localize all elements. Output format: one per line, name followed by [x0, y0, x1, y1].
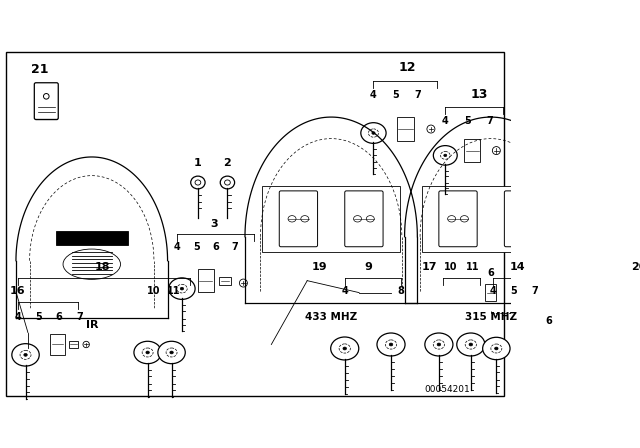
Ellipse shape: [63, 249, 120, 280]
Bar: [220, 277, 230, 284]
Text: 6: 6: [56, 311, 63, 322]
Text: 7: 7: [531, 286, 538, 296]
Ellipse shape: [460, 215, 468, 222]
Ellipse shape: [492, 146, 500, 155]
Text: 3: 3: [210, 219, 218, 229]
Ellipse shape: [541, 339, 547, 345]
FancyBboxPatch shape: [439, 191, 477, 247]
Bar: [35, 84, 58, 119]
Bar: [465, 139, 481, 162]
Ellipse shape: [377, 333, 405, 356]
Text: 19: 19: [312, 262, 327, 272]
Bar: [422, 186, 560, 252]
Text: 4: 4: [490, 286, 497, 296]
Ellipse shape: [469, 343, 472, 346]
Bar: [262, 186, 400, 252]
Text: 7: 7: [486, 116, 493, 126]
Text: 12: 12: [398, 61, 416, 74]
Text: 10: 10: [147, 286, 160, 296]
Text: 13: 13: [470, 88, 488, 101]
Text: 5: 5: [35, 311, 42, 322]
Bar: [517, 329, 533, 352]
Text: 16: 16: [10, 286, 26, 296]
Text: 5: 5: [193, 242, 200, 252]
Ellipse shape: [169, 278, 195, 299]
Text: 4: 4: [14, 311, 21, 322]
Ellipse shape: [220, 176, 235, 189]
Ellipse shape: [83, 341, 90, 348]
Text: 5: 5: [392, 90, 399, 100]
Ellipse shape: [372, 132, 375, 134]
Text: 6: 6: [212, 242, 219, 252]
Ellipse shape: [288, 215, 296, 222]
Ellipse shape: [301, 215, 308, 222]
Text: 7: 7: [415, 90, 422, 100]
Ellipse shape: [437, 343, 441, 346]
Text: 11: 11: [466, 262, 479, 272]
Bar: [56, 231, 127, 245]
Ellipse shape: [447, 215, 456, 222]
Bar: [68, 340, 78, 349]
Ellipse shape: [158, 341, 185, 364]
Bar: [485, 284, 497, 302]
Ellipse shape: [427, 125, 435, 133]
Text: 17: 17: [422, 262, 437, 272]
Ellipse shape: [191, 176, 205, 189]
Text: 00054201: 00054201: [424, 385, 470, 395]
Text: 4: 4: [370, 90, 377, 100]
FancyBboxPatch shape: [35, 83, 58, 120]
Bar: [397, 117, 414, 141]
Text: 10: 10: [444, 262, 458, 272]
Text: 1: 1: [194, 158, 202, 168]
Text: 18: 18: [94, 262, 110, 272]
Text: 20: 20: [630, 262, 640, 272]
Ellipse shape: [513, 215, 521, 222]
Ellipse shape: [12, 344, 39, 366]
Ellipse shape: [366, 215, 374, 222]
Ellipse shape: [353, 215, 362, 222]
Text: 6: 6: [488, 267, 494, 278]
Text: 11: 11: [167, 286, 180, 296]
Text: 4: 4: [341, 286, 348, 296]
Ellipse shape: [343, 347, 346, 350]
Ellipse shape: [361, 123, 386, 143]
Ellipse shape: [180, 287, 184, 290]
Text: 7: 7: [76, 311, 83, 322]
Text: 6: 6: [546, 315, 552, 326]
Ellipse shape: [24, 353, 28, 356]
Ellipse shape: [331, 337, 359, 360]
FancyBboxPatch shape: [504, 191, 543, 247]
Ellipse shape: [495, 347, 498, 350]
Ellipse shape: [483, 337, 510, 360]
FancyBboxPatch shape: [279, 191, 317, 247]
Ellipse shape: [457, 333, 485, 356]
Text: 9: 9: [365, 262, 372, 272]
Ellipse shape: [425, 333, 453, 356]
Text: 8: 8: [397, 286, 404, 296]
Ellipse shape: [433, 146, 457, 165]
Ellipse shape: [526, 215, 534, 222]
Text: 4: 4: [174, 242, 180, 252]
Text: 7: 7: [231, 242, 238, 252]
Bar: [51, 334, 65, 355]
Ellipse shape: [444, 154, 447, 157]
Text: 5: 5: [511, 286, 517, 296]
Text: 5: 5: [464, 116, 471, 126]
Text: 433 MHZ: 433 MHZ: [305, 312, 357, 322]
Ellipse shape: [44, 94, 49, 99]
Text: 4: 4: [442, 116, 449, 126]
FancyBboxPatch shape: [345, 191, 383, 247]
Ellipse shape: [134, 341, 161, 364]
Ellipse shape: [170, 351, 173, 354]
Text: 14: 14: [509, 262, 525, 272]
Text: IR: IR: [86, 320, 98, 330]
Text: 2: 2: [223, 158, 231, 168]
Text: 21: 21: [31, 63, 49, 76]
Text: 315 MHZ: 315 MHZ: [465, 312, 517, 322]
Ellipse shape: [146, 351, 149, 354]
Bar: [198, 270, 214, 292]
Ellipse shape: [389, 343, 393, 346]
Ellipse shape: [239, 279, 248, 287]
